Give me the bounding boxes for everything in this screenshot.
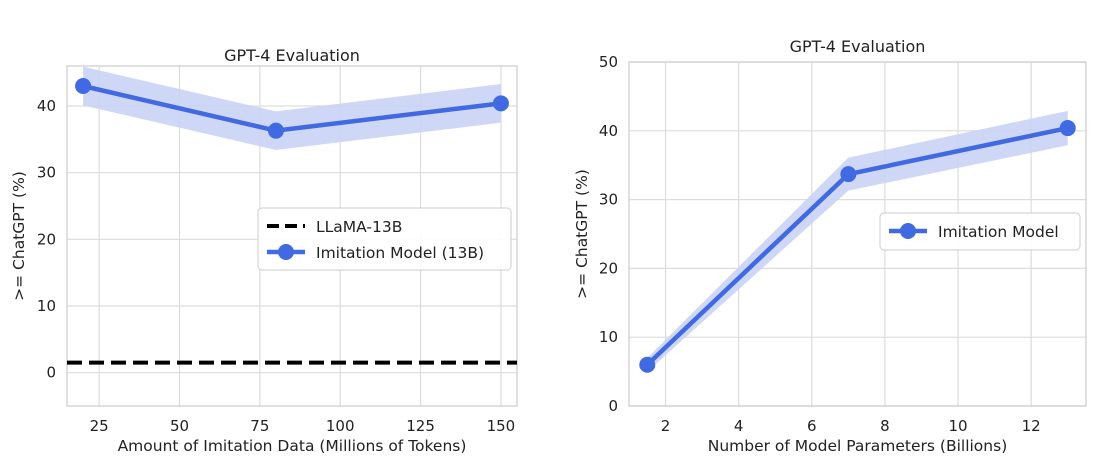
y-axis-label: >= ChatGPT (%)	[573, 169, 591, 299]
x-tick-label: 12	[1022, 417, 1041, 435]
legend-swatch-marker	[900, 223, 916, 239]
x-tick-label: 100	[326, 417, 355, 435]
x-tick-label: 25	[90, 417, 109, 435]
data-point-marker	[492, 95, 509, 112]
legend-entry-label: Imitation Model (13B)	[316, 244, 484, 262]
legend-entry-label: Imitation Model	[938, 223, 1059, 241]
chart-title: GPT-4 Evaluation	[224, 46, 360, 65]
y-tick-label: 0	[608, 397, 618, 415]
x-axis-label: Amount of Imitation Data (Millions of To…	[118, 437, 467, 455]
legend-swatch-marker	[278, 244, 294, 260]
y-tick-label: 50	[599, 53, 618, 71]
x-tick-label: 125	[406, 417, 435, 435]
y-tick-label: 10	[37, 297, 56, 315]
y-tick-label: 20	[599, 259, 618, 277]
y-tick-label: 40	[37, 97, 56, 115]
legend: LLaMA-13B Imitation Model (13B)	[257, 207, 512, 271]
x-tick-label: 50	[170, 417, 189, 435]
data-point-marker	[639, 356, 656, 373]
y-tick-label: 0	[46, 364, 56, 382]
x-tick-label: 8	[880, 417, 890, 435]
data-point-marker	[1059, 120, 1076, 137]
chart-panel-1: 25 50 75 100 125 150 0 10 20 30 40 GPT-4 Evaluation…	[10, 46, 518, 455]
x-tick-label: 2	[661, 417, 671, 435]
x-tick-label: 10	[948, 417, 967, 435]
legend: Imitation Model	[879, 212, 1081, 251]
plot-area-frame	[628, 61, 1087, 407]
plot-area-frame	[66, 65, 518, 407]
data-point-marker	[840, 166, 857, 183]
y-tick-label: 30	[599, 191, 618, 209]
chart-title: GPT-4 Evaluation	[790, 37, 926, 56]
x-tick-label: 150	[487, 417, 516, 435]
legend-box	[879, 212, 1081, 251]
y-tick-label: 20	[37, 230, 56, 248]
data-point-marker	[75, 78, 92, 94]
x-axis-label: Number of Model Parameters (Billions)	[708, 437, 1008, 455]
y-tick-label: 40	[599, 122, 618, 140]
x-tick-label: 6	[807, 417, 817, 435]
data-point-marker	[267, 122, 284, 139]
confidence-band	[83, 66, 501, 150]
legend-box	[257, 207, 512, 271]
x-tick-label: 4	[734, 417, 744, 435]
legend-entry-label: LLaMA-13B	[316, 218, 402, 236]
chart-panel-2: 2 4 6 8 10 12 0 10 20 30 40 50 GPT-4 Evaluation Numbe…	[573, 37, 1087, 455]
x-tick-label: 75	[250, 417, 269, 435]
y-axis-label: >= ChatGPT (%)	[10, 171, 28, 301]
y-tick-label: 10	[599, 328, 618, 346]
y-tick-label: 30	[37, 164, 56, 182]
